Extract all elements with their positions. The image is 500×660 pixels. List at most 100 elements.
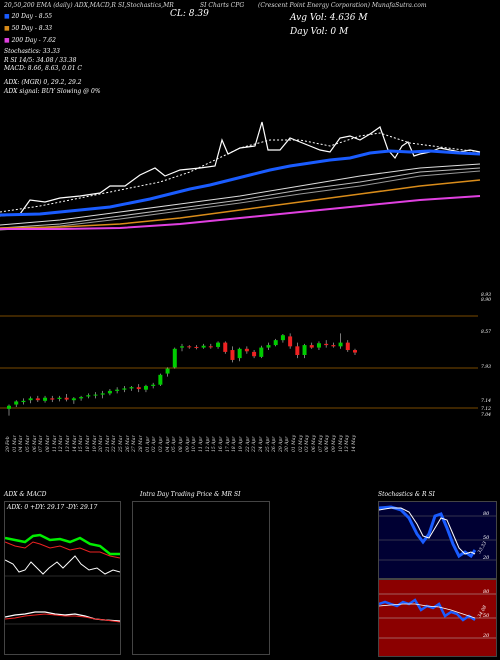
ema-orange-line [0, 179, 481, 229]
adx-signal: ADX signal: BUY Slowing @ 0% [4, 88, 101, 95]
stochastic-panel-title: Stochastics & R SI [378, 491, 435, 498]
x-tick-label: 07 Mar [39, 435, 45, 452]
price-white-line [0, 121, 481, 217]
intraday-panel [132, 501, 270, 655]
candle-body [14, 401, 19, 405]
candle-body [331, 345, 336, 347]
candle-body [35, 398, 40, 401]
macd-value: MACD: 8.66, 8.63, 0.01 C [4, 65, 83, 72]
ema-white-line-1 [0, 163, 481, 226]
ema-white-line-3 [0, 170, 481, 231]
candle-body [259, 347, 264, 357]
candle-body [79, 397, 84, 399]
price-tick: 7.93 [481, 365, 492, 370]
x-tick-label: 02 May [298, 435, 304, 452]
candle-body [64, 397, 69, 400]
stoch-d-line [379, 507, 476, 555]
x-tick-label: 19 Mar [92, 435, 98, 452]
candle-body [244, 348, 249, 352]
stochastics-lines [379, 505, 496, 561]
candle-body [100, 393, 105, 395]
rsi-signal-line [379, 603, 476, 619]
x-tick-label: 28 Mar [139, 435, 145, 452]
candle-body [71, 398, 76, 401]
ema-white-line-2 [0, 167, 481, 229]
price-tick: 8.57 [481, 330, 492, 335]
price-tick: 8.93 [481, 293, 492, 298]
candle-body [273, 340, 278, 346]
header-ema-label: 20,50,200 EMA (daily) ADX,MACD,R [4, 2, 116, 9]
x-tick-label: 30 Apr [285, 436, 291, 452]
candle-body [7, 405, 11, 409]
ema-magenta-line [0, 195, 481, 230]
x-tick-label: 26 Mar [125, 435, 131, 452]
x-tick-label: 24 Apr [258, 436, 264, 452]
x-tick-label: 14 Mar [72, 435, 78, 452]
stochastics-value: Stochastics: 33.33 [4, 48, 60, 55]
plus-di-line [5, 533, 120, 556]
x-tick-label: 11 Mar [52, 435, 58, 452]
x-tick-label: 07 May [318, 435, 324, 452]
x-tick-label: 08 May [325, 435, 331, 452]
stochastics-panel: 80 50 20 33.33 [378, 501, 497, 579]
x-tick-label: 12 Mar [59, 435, 65, 452]
x-tick-label: 04 Mar [19, 435, 25, 452]
adx-line [5, 555, 120, 575]
x-tick-label: 05 Apr [172, 436, 178, 452]
candle-body [180, 346, 184, 348]
candle-body [230, 350, 235, 360]
x-tick-label: 15 Mar [79, 435, 85, 452]
price-tick: 7.12 [481, 407, 492, 412]
x-tick-label: 11 Apr [198, 436, 204, 452]
x-tick-label: 08 Apr [179, 436, 184, 452]
x-tick-label: 19 Apr [238, 436, 244, 452]
day-volume-label: Day Vol: 0 M [290, 27, 349, 37]
x-tick-label: 14 May [352, 435, 357, 452]
stoch-axis-50: 50 [483, 535, 490, 541]
stoch-k-line [379, 505, 477, 559]
candle-body [309, 345, 314, 348]
candle-body [187, 346, 192, 348]
x-tick-label: 12 Apr [205, 436, 211, 452]
candle-body [345, 342, 350, 351]
adx-panel-title: ADX & MACD [4, 491, 47, 498]
candle-body [158, 374, 163, 385]
x-tick-label: 15 Apr [212, 436, 218, 452]
x-tick-label: 04 Apr [165, 436, 171, 452]
x-tick-label: 27 Mar [132, 435, 138, 452]
rsi-lines [379, 593, 496, 639]
avg-volume-label: Avg Vol: 4.636 M [290, 13, 368, 23]
candlestick-series [7, 333, 357, 416]
ticker-label: SI Charts CPG [200, 2, 245, 9]
candle-body [50, 398, 55, 400]
x-tick-label: 20 Mar [99, 435, 105, 452]
x-tick-label: 16 Apr [218, 436, 224, 452]
intraday-panel-title: Intra Day Trading Price & MR SI [140, 491, 241, 498]
price-tick: 7.14 [481, 399, 492, 404]
candle-body [201, 345, 206, 348]
candle-body [266, 345, 271, 348]
candle-body [122, 388, 127, 390]
adx-di-values: ADX: 0 +DY: 29.17 -DY: 29.17 [7, 504, 98, 511]
adx-macd-panel: ADX: 0 +DY: 29.17 -DY: 29.17 [4, 501, 121, 655]
x-tick-label: 18 Apr [232, 436, 238, 452]
candle-body [223, 342, 228, 352]
candle-body [21, 400, 26, 403]
x-tick-label: 08 Mar [45, 435, 51, 452]
candle-body [28, 398, 33, 401]
x-tick-label: 25 Apr [265, 436, 271, 452]
candle-body [172, 348, 177, 368]
candle-body [115, 389, 120, 391]
ema200-label: ■ 200 Day - 7.62 [4, 37, 56, 44]
candle-body [136, 387, 141, 390]
candle-body [216, 342, 221, 347]
x-tick-label: 02 Apr [152, 436, 158, 452]
candle-body [295, 346, 300, 355]
x-tick-label: 29 Apr [278, 436, 284, 452]
x-tick-label: 10 May [338, 435, 344, 452]
x-tick-label: 17 Apr [225, 436, 231, 452]
x-tick-label: 01 Apr [145, 436, 151, 452]
x-tick-label: 26 Apr [272, 436, 278, 452]
adx-value: ADX: (MGR) 0, 29.2, 29.2 [4, 79, 82, 86]
close-price-label: CL: 8.39 [170, 9, 209, 19]
